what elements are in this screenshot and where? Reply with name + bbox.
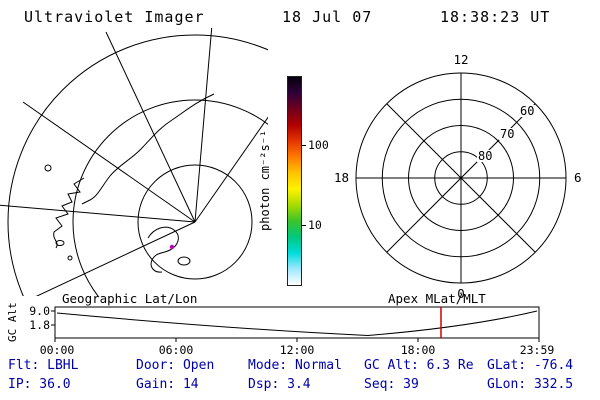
- status-door: Door: Open: [136, 358, 215, 373]
- header-date: 18 Jul 07: [282, 8, 373, 26]
- colorbar: [287, 76, 302, 286]
- colorbar-label: photon cm⁻²s⁻¹: [258, 129, 272, 231]
- mlt-label-12: 12: [453, 52, 469, 67]
- status-glat: GLat: -76.4: [487, 358, 574, 373]
- mlt-label-0: 0: [457, 286, 465, 301]
- ytick-bottom: 1.8: [29, 318, 50, 332]
- colorbar-tick-100: 100: [308, 138, 329, 152]
- polar-grid: [355, 72, 567, 284]
- status-seq: Seq: 39: [364, 377, 419, 392]
- xtick-1800: 18:00: [400, 343, 436, 357]
- caption-geographic: Geographic Lat/Lon: [62, 291, 198, 306]
- xtick-0600: 06:00: [158, 343, 194, 357]
- header-time: 18:38:23 UT: [440, 8, 551, 26]
- altitude-curve: [56, 310, 538, 337]
- status-flt: Flt: LBHL: [8, 358, 79, 373]
- mlt-label-6: 6: [574, 170, 582, 185]
- ring-label-60: 60: [519, 104, 536, 118]
- colorbar-tickmark-high: [302, 145, 306, 146]
- status-gcalt: GC Alt: 6.3 Re: [364, 358, 474, 373]
- status-mode: Mode: Normal: [248, 358, 342, 373]
- ring-label-70: 70: [499, 127, 516, 141]
- strip-chart: [51, 306, 540, 342]
- footprint-dot: [169, 244, 175, 250]
- caption-apex: Apex MLat/MLT: [388, 291, 486, 306]
- colorbar-tick-10: 10: [308, 218, 322, 232]
- ring-label-80: 80: [477, 149, 494, 163]
- strip-ylabel: GC Alt: [6, 302, 19, 342]
- status-dsp: Dsp: 3.4: [248, 377, 311, 392]
- mlt-label-18: 18: [334, 170, 350, 185]
- xtick-0000: 00:00: [39, 343, 75, 357]
- colorbar-tickmark-low: [302, 225, 306, 226]
- status-gain: Gain: 14: [136, 377, 199, 392]
- geographic-map: [0, 28, 268, 296]
- status-glon: GLon: 332.5: [487, 377, 574, 392]
- xtick-1200: 12:00: [279, 343, 315, 357]
- xtick-2359: 23:59: [519, 343, 555, 357]
- status-ip: IP: 36.0: [8, 377, 71, 392]
- ytick-top: 9.0: [29, 304, 50, 318]
- page-title: Ultraviolet Imager: [24, 8, 205, 26]
